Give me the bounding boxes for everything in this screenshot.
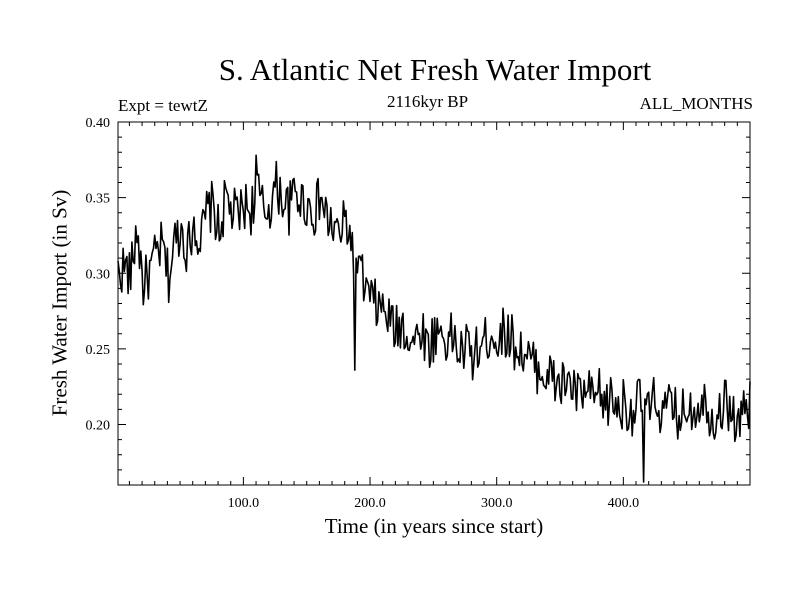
x-tick-label: 100.0 (228, 496, 260, 511)
x-tick-label: 200.0 (354, 496, 386, 511)
x-tick-label: 400.0 (608, 496, 640, 511)
months-label: ALL_MONTHS (639, 94, 753, 113)
chart-title: S. Atlantic Net Fresh Water Import (218, 52, 652, 87)
x-tick-label: 300.0 (481, 496, 513, 511)
y-tick-label: 0.20 (86, 419, 111, 434)
x-axis-label: Time (in years since start) (324, 514, 544, 538)
y-tick-label: 0.30 (86, 267, 111, 282)
experiment-label: Expt = tewtZ (118, 96, 208, 115)
data-series-line (117, 154, 751, 483)
y-tick-label: 0.40 (86, 116, 111, 131)
era-label: 2116kyr BP (387, 92, 469, 111)
y-tick-label: 0.35 (86, 192, 111, 207)
plot-frame (117, 121, 751, 486)
y-tick-label: 0.25 (86, 343, 111, 358)
